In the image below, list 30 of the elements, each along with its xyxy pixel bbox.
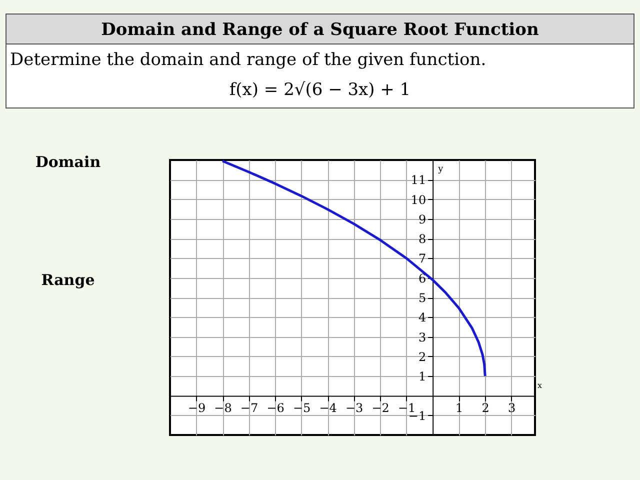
y-tick-label: 1 bbox=[418, 370, 426, 384]
y-tick-label: 3 bbox=[418, 330, 426, 344]
y-tick-label: 11 bbox=[410, 173, 426, 188]
y-tick-label: 8 bbox=[418, 232, 426, 246]
x-tick-label: −1 bbox=[398, 401, 416, 416]
chart-subtitle: Determine the domain and range of the given function. bbox=[10, 50, 486, 70]
y-tick-label: 7 bbox=[418, 252, 426, 266]
x-tick-label: 3 bbox=[508, 401, 516, 416]
x-tick-label: −8 bbox=[214, 401, 232, 416]
y-tick-label: 2 bbox=[418, 350, 426, 364]
y-tick-label: 10 bbox=[410, 192, 426, 207]
x-tick-label: 2 bbox=[482, 401, 490, 416]
x-tick-label: −4 bbox=[319, 401, 338, 416]
y-tick-label: 5 bbox=[418, 291, 426, 305]
y-tick-label: 4 bbox=[418, 310, 426, 325]
x-axis-title: x bbox=[538, 381, 542, 390]
text: Domain bbox=[35, 153, 101, 171]
x-tick-label: −6 bbox=[266, 401, 284, 416]
text: Range bbox=[41, 271, 95, 289]
x-tick-label: −7 bbox=[240, 401, 258, 416]
x-tick-label: 1 bbox=[456, 401, 464, 416]
text: f(x) = 2√(6 − 3x) + 1 bbox=[229, 80, 411, 100]
chart-title: Domain and Range of a Square Root Function bbox=[101, 20, 539, 40]
x-tick-label: −3 bbox=[345, 401, 364, 416]
y-tick-label: 6 bbox=[418, 271, 426, 286]
x-tick-label: −9 bbox=[188, 401, 206, 416]
y-axis-title: y bbox=[437, 164, 444, 174]
y-tick-label: 9 bbox=[418, 212, 426, 226]
x-tick-label: −2 bbox=[372, 401, 390, 416]
x-tick-label: −5 bbox=[292, 401, 311, 416]
